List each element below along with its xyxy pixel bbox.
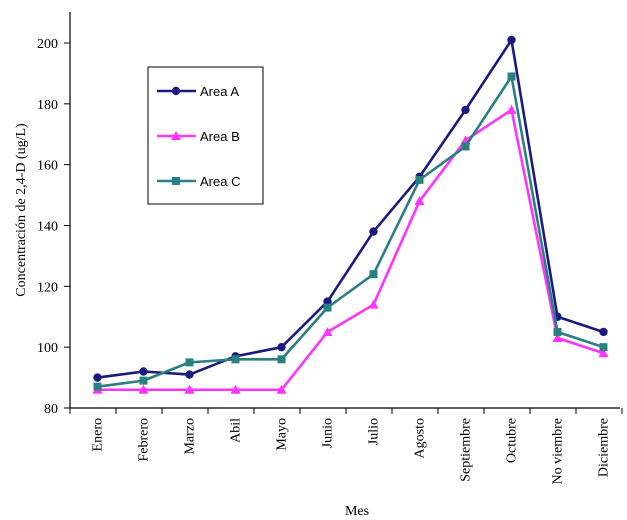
data-point (599, 343, 608, 352)
x-axis-title: Mes (345, 504, 369, 519)
legend-item: Area B (157, 129, 240, 144)
x-tick-label: Diciembre (597, 418, 612, 477)
y-tick-label: 200 (37, 37, 58, 52)
legend-marker (172, 177, 180, 185)
data-point (369, 270, 378, 279)
x-tick-label: No viembre (551, 418, 566, 484)
y-tick-label: 180 (37, 98, 58, 113)
data-point (139, 367, 148, 376)
data-point (461, 142, 470, 151)
legend-label: Area C (200, 174, 240, 189)
data-point (93, 373, 102, 382)
data-point (139, 376, 148, 385)
data-point (368, 299, 379, 309)
data-point (507, 72, 516, 81)
legend-marker (171, 86, 181, 96)
data-point (277, 342, 286, 352)
data-point (506, 104, 517, 114)
y-axis-title: Concentración de 2,4-D (ug/L) (14, 123, 29, 297)
y-tick-label: 120 (37, 280, 58, 295)
legend: Area A Area B Area C (147, 66, 264, 205)
data-point (231, 355, 240, 364)
series-line (97, 75, 604, 388)
data-point (415, 175, 424, 184)
y-tick-label: 140 (37, 220, 58, 235)
y-ticks: 80 100 120 140 160 180 200 (37, 37, 70, 417)
data-point (599, 327, 608, 337)
data-point (230, 384, 241, 394)
series-line (97, 108, 604, 392)
data-point (276, 384, 287, 394)
data-point (93, 382, 102, 391)
legend-label: Area A (200, 84, 239, 99)
series-3 (93, 72, 608, 391)
x-ticks: Enero Febrero Marzo Abil Mayo Junio Julio Agost… (69, 408, 623, 484)
series-1 (93, 35, 608, 382)
data-point (414, 196, 425, 206)
y-tick-label: 160 (37, 159, 58, 174)
data-point (185, 370, 194, 379)
x-tick-label: Junio (321, 418, 336, 448)
data-point (138, 384, 149, 394)
legend-item: Area A (157, 84, 239, 99)
data-point (323, 303, 332, 312)
data-point (184, 384, 195, 394)
data-point (461, 105, 470, 115)
x-tick-label: Abil (229, 418, 244, 443)
data-point (322, 326, 333, 336)
data-point (277, 355, 286, 364)
x-tick-label: Septiembre (459, 418, 474, 482)
x-tick-label: Marzo (183, 418, 198, 455)
y-tick-label: 100 (37, 341, 58, 356)
x-tick-label: Febrero (137, 418, 152, 462)
x-tick-label: Agosto (413, 418, 428, 458)
y-tick-label: 80 (44, 402, 58, 417)
data-point (185, 358, 194, 367)
legend-label: Area B (200, 129, 240, 144)
legend-items: Area A Area B Area C (157, 84, 240, 189)
x-tick-label: Octubre (505, 418, 520, 463)
data-point (552, 333, 563, 343)
legend-item: Area C (157, 174, 240, 189)
legend-marker (171, 131, 181, 140)
data-point (369, 227, 378, 236)
x-tick-label: Mayo (275, 418, 290, 451)
data-point (507, 35, 516, 45)
data-point (598, 348, 609, 358)
x-tick-label: Enero (91, 418, 106, 451)
series-layer (92, 35, 609, 394)
x-tick-label: Julio (367, 418, 382, 445)
data-point (553, 327, 562, 336)
series-line (97, 38, 604, 379)
